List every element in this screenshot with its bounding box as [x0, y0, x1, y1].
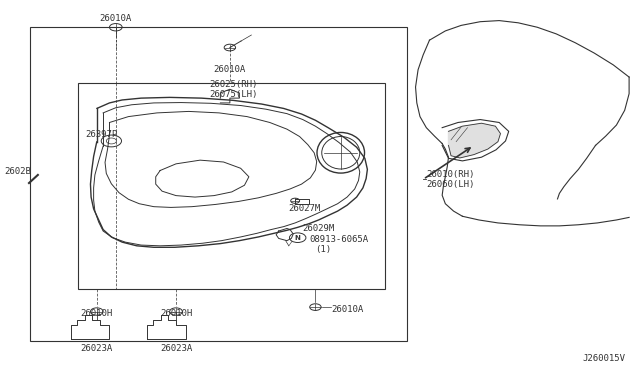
Text: 26075(LH): 26075(LH) [209, 90, 257, 99]
Text: 26010H: 26010H [160, 309, 192, 318]
Text: 26027M: 26027M [288, 203, 320, 213]
Text: 26010H: 26010H [81, 309, 113, 318]
Text: 08913-6065A: 08913-6065A [309, 235, 368, 244]
Text: N: N [295, 235, 301, 241]
Text: 26010(RH): 26010(RH) [426, 170, 475, 179]
Bar [30, 27, 407, 341]
Text: 26010A: 26010A [214, 65, 246, 74]
Text: 26060(LH): 26060(LH) [426, 180, 475, 189]
Text: 26010A: 26010A [332, 305, 364, 314]
Text: J260015V: J260015V [583, 354, 626, 363]
Text: 26010A: 26010A [100, 13, 132, 22]
Text: (1): (1) [316, 245, 332, 254]
Text: 26025(RH): 26025(RH) [209, 80, 257, 89]
Bar [78, 83, 385, 289]
Text: 26023A: 26023A [81, 344, 113, 353]
Text: 26397P: 26397P [86, 130, 118, 139]
Text: 26029M: 26029M [303, 224, 335, 233]
Polygon shape [449, 123, 500, 158]
Text: 26023A: 26023A [160, 344, 192, 353]
Text: 2602B: 2602B [4, 167, 31, 176]
